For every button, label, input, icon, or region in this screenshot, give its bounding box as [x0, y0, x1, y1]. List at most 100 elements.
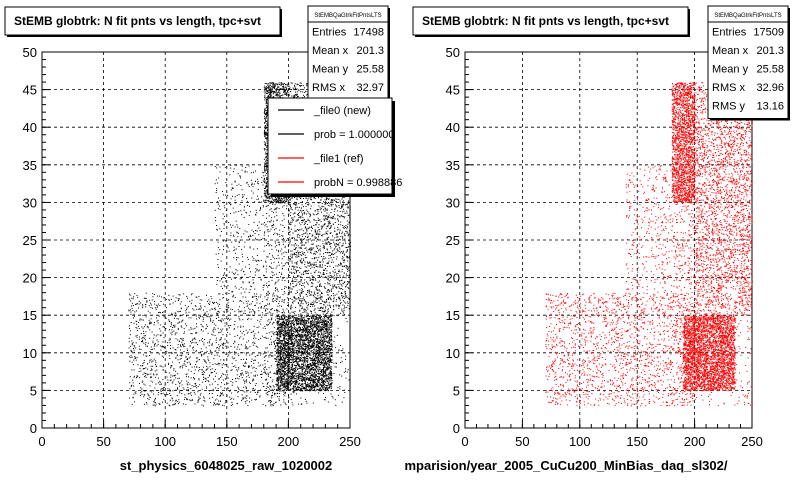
data-point [301, 364, 303, 366]
data-point [313, 386, 314, 388]
data-point [281, 88, 283, 90]
data-point [276, 377, 278, 379]
data-point [265, 137, 267, 139]
data-point [270, 197, 272, 199]
data-point [285, 356, 287, 358]
data-point [317, 366, 319, 368]
data-point [321, 363, 322, 365]
data-point [267, 95, 269, 97]
data-point [307, 356, 309, 358]
data-point [279, 317, 281, 319]
data-point [325, 322, 327, 324]
data-point [278, 82, 280, 84]
data-point [316, 379, 318, 381]
data-point [287, 389, 289, 391]
data-point [265, 131, 267, 133]
data-point [329, 386, 331, 388]
data-point [289, 358, 291, 360]
data-point [276, 367, 278, 369]
data-point [328, 323, 330, 325]
data-point [277, 370, 279, 372]
data-point [285, 361, 287, 363]
data-point [283, 85, 284, 87]
data-point [331, 354, 333, 356]
data-point [296, 334, 298, 336]
data-point [326, 321, 328, 323]
data-point [284, 201, 286, 203]
data-point [267, 84, 269, 86]
data-point [278, 342, 280, 344]
data-point [270, 201, 271, 203]
data-point [265, 169, 267, 171]
data-point [312, 374, 314, 375]
data-point [315, 351, 317, 353]
data-point [325, 336, 327, 338]
data-point [277, 369, 279, 371]
data-point [319, 351, 321, 353]
data-point [331, 366, 333, 368]
data-point [331, 344, 333, 346]
data-point [314, 368, 315, 370]
data-point [303, 383, 305, 384]
data-point [279, 92, 281, 94]
data-point [263, 87, 265, 89]
data-point [266, 97, 268, 99]
data-point [320, 373, 321, 375]
data-point [325, 387, 327, 388]
data-point [295, 357, 297, 359]
data-point [295, 374, 297, 376]
data-point [293, 318, 294, 320]
data-point [314, 371, 316, 373]
data-point [265, 113, 267, 115]
data-point [285, 341, 287, 342]
data-point [300, 389, 301, 391]
data-point [283, 334, 285, 335]
data-point [317, 351, 319, 353]
data-point [293, 353, 295, 355]
data-point [299, 329, 301, 331]
data-point [324, 331, 325, 333]
data-point [290, 333, 292, 334]
data-point [325, 327, 327, 329]
data-point [314, 324, 315, 326]
data-point [273, 92, 275, 94]
data-point [330, 342, 332, 344]
data-point [276, 317, 278, 319]
data-point [290, 327, 292, 329]
data-point [266, 90, 268, 92]
data-point [298, 343, 300, 345]
data-point [303, 357, 305, 359]
data-point [288, 353, 290, 355]
data-point [284, 328, 286, 330]
data-point [296, 344, 298, 346]
data-point [269, 85, 271, 87]
data-point [277, 379, 279, 381]
data-point [314, 374, 316, 376]
data-point [322, 339, 324, 341]
data-point [321, 332, 323, 334]
data-point [310, 324, 312, 326]
data-point [300, 340, 302, 342]
data-point [323, 331, 325, 333]
data-point [272, 93, 274, 95]
data-point [330, 360, 332, 362]
data-point [267, 83, 269, 85]
data-point [279, 348, 281, 349]
data-point [266, 89, 268, 91]
data-point [326, 349, 328, 351]
data-point [314, 344, 316, 346]
data-point [307, 354, 309, 356]
data-point [270, 195, 272, 197]
data-point [324, 316, 325, 318]
data-point [281, 325, 282, 327]
data-point [271, 90, 273, 92]
data-point [328, 340, 330, 342]
data-point [294, 367, 296, 369]
data-point [324, 373, 326, 374]
data-point [312, 333, 314, 335]
data-point [286, 347, 288, 349]
data-point [294, 361, 296, 363]
data-point [327, 348, 329, 349]
data-point [283, 387, 285, 388]
data-point [286, 352, 288, 353]
